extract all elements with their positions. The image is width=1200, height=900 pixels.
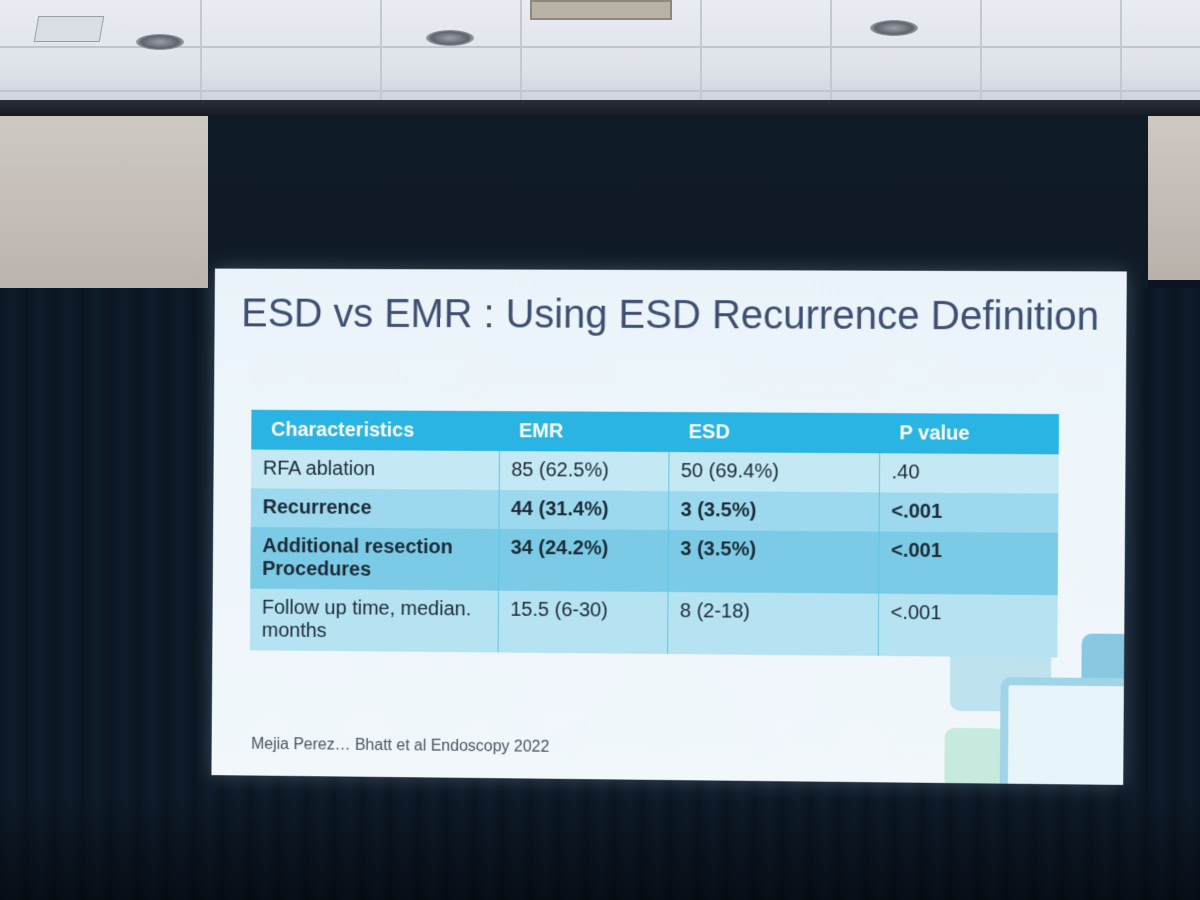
ceiling-vent [530,0,672,20]
ceiling-grid-line [0,46,1200,48]
table-row: RFA ablation 85 (62.5%) 50 (69.4%) .40 [250,449,1059,494]
ceiling-grid-line [1120,0,1122,100]
screen-housing [0,100,1200,116]
ceiling-light-icon [870,20,918,36]
table-cell: 3 (3.5%) [667,491,879,532]
table-cell: 85 (62.5%) [498,451,669,492]
table-cell: 15.5 (6-30) [497,590,668,655]
projector-icon [33,16,105,42]
ceiling-grid-line [380,0,382,100]
ceiling-grid-line [700,0,702,100]
ceiling-grid-line [980,0,982,100]
table-cell: <.001 [877,593,1058,658]
presentation-slide: ESD vs EMR : Using ESD Recurrence Defini… [211,268,1127,785]
table-cell: 34 (24.2%) [497,528,668,593]
results-table: Characteristics EMR ESD P value RFA abla… [249,409,1059,658]
floor-shadow [0,800,1200,900]
column-header: EMR [498,411,669,453]
ceiling-grid-line [830,0,832,100]
decorative-square [999,677,1127,785]
table-row: Recurrence 44 (31.4%) 3 (3.5%) <.001 [250,488,1059,533]
ceiling [0,0,1200,112]
slide-title: ESD vs EMR : Using ESD Recurrence Defini… [241,291,1100,339]
table-cell: Additional resection Procedures [250,527,499,591]
column-header: P value [879,413,1059,455]
table-cell: 3 (3.5%) [667,530,879,594]
decorative-square [944,727,1006,785]
table-row: Follow up time, median. months 15.5 (6-3… [249,588,1058,658]
table-row: Additional resection Procedures 34 (24.2… [250,527,1059,596]
table-cell: <.001 [878,492,1059,533]
table-cell: RFA ablation [250,449,499,490]
table-cell: 50 (69.4%) [668,452,880,493]
column-header: ESD [668,412,880,454]
ceiling-grid-line [0,90,1200,92]
ceiling-light-icon [426,30,474,46]
ceiling-light-icon [136,34,184,50]
table-cell: Recurrence [250,488,499,529]
ceiling-grid-line [200,0,202,100]
column-header: Characteristics [251,409,500,452]
ceiling-grid-line [520,0,522,100]
citation: Mejia Perez… Bhatt et al Endoscopy 2022 [251,735,550,756]
left-wall [0,112,218,288]
table-cell: Follow up time, median. months [249,588,498,653]
table-cell: 8 (2-18) [667,592,879,656]
table-cell: 44 (31.4%) [498,489,669,531]
table-cell: .40 [878,453,1059,494]
table-header-row: Characteristics EMR ESD P value [251,409,1059,455]
table-cell: <.001 [878,531,1059,596]
